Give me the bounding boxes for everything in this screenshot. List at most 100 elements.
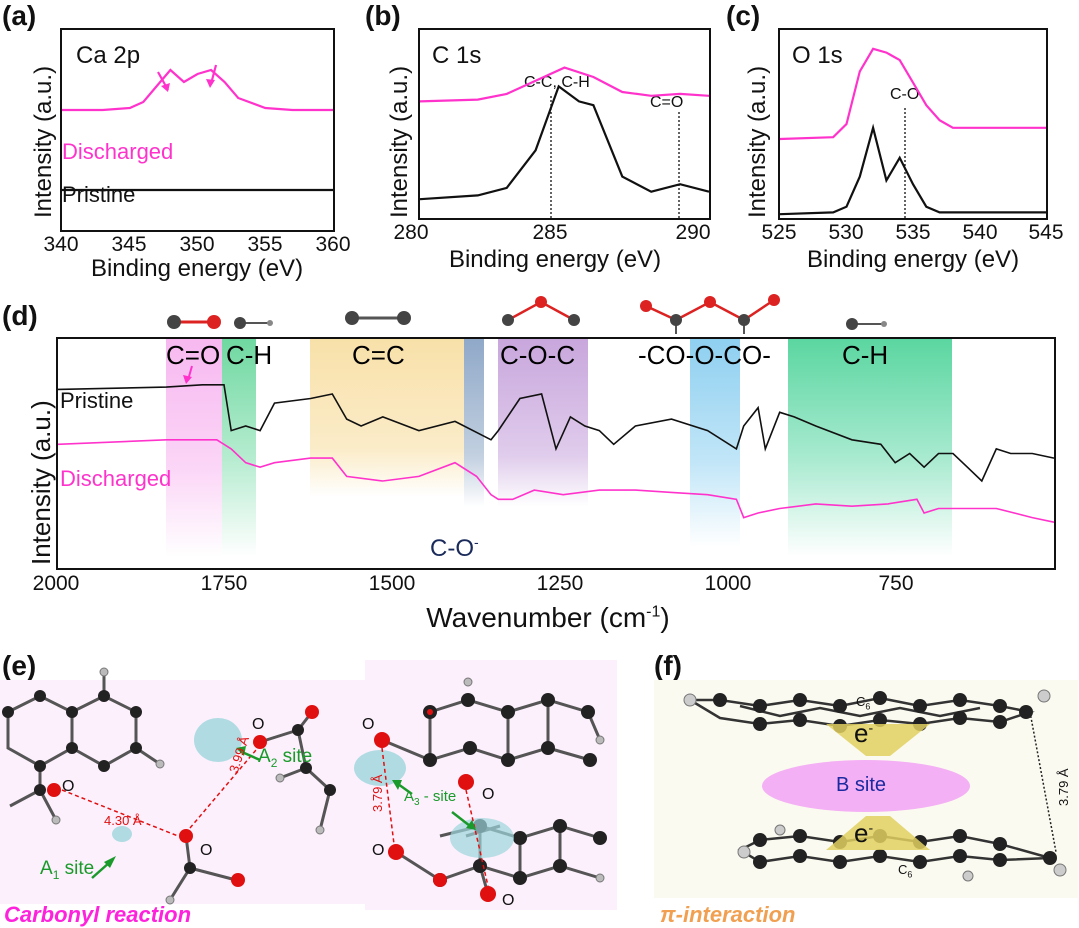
site-a2-label: A2 site (258, 746, 312, 770)
molecule-anhydride-icon (640, 294, 780, 334)
panel-a-xlabel: Binding energy (eV) (90, 255, 304, 282)
panel-a-element: Ca 2p (76, 42, 141, 69)
band-coc (498, 337, 588, 507)
co-minus-sup: - (474, 534, 479, 550)
panel-e-left-bg (0, 680, 365, 904)
panel-a-discharged-line (62, 68, 333, 112)
band-anhydride (690, 337, 740, 547)
co-minus-text: C-O (430, 535, 474, 562)
panel-b-frame (418, 28, 711, 220)
electron-text: e (854, 718, 869, 748)
panel-d-co-minus-label: C-O- (430, 534, 479, 563)
site-a1-suffix: site (59, 858, 95, 879)
panel-d-series-pristine: Pristine (60, 388, 134, 413)
site-a2-text: A (258, 746, 271, 767)
panel-d-series-discharged: Discharged (60, 466, 172, 491)
band-ch2 (788, 337, 952, 557)
panel-a-frame (60, 28, 335, 232)
panel-d-tick: 1750 (200, 572, 248, 595)
arrow-icon (183, 375, 192, 384)
site-a3-suffix: - site (419, 788, 457, 805)
band-label: C=C (352, 340, 405, 370)
site-a2-suffix: site (277, 746, 313, 767)
site-a1-label: A1 site (40, 858, 94, 882)
band-co (166, 337, 222, 557)
panel-b-label: (b) (365, 0, 401, 31)
panel-b-discharged-line (419, 66, 710, 103)
band-label: C=O (166, 340, 221, 370)
oxygen-label: O (502, 892, 515, 909)
oxygen-label: O (200, 842, 213, 859)
panel-e-label: (e) (2, 650, 37, 681)
oxygen-label: O (482, 786, 495, 803)
molecule-co-icon (167, 315, 221, 329)
panel-d-tick: 750 (878, 572, 914, 595)
panel-a-tick: 350 (179, 233, 215, 256)
electron-label: e- (854, 818, 874, 848)
site-a1-sub: 1 (52, 867, 60, 882)
panel-d-pristine-line (57, 384, 1055, 483)
panel-b-annotation: C=O (650, 94, 684, 111)
oxygen-label: O (252, 716, 265, 733)
band-label: C-O-C (500, 340, 576, 370)
panel-a-tick: 345 (111, 233, 147, 256)
panel-b-element: C 1s (432, 42, 482, 69)
site-a3-label: A3 - site (404, 788, 456, 808)
b-site-label: B site (836, 774, 887, 796)
panel-c-tick: 535 (895, 221, 931, 244)
xlabel-sup: -1 (646, 603, 661, 621)
panel-d-label: (d) (2, 300, 38, 331)
panel-c-discharged-line (779, 47, 1046, 141)
molecule-ch-icon (234, 317, 273, 329)
arrow-icon (206, 79, 215, 88)
oxygen-label: O (372, 842, 385, 859)
panel-c-tick: 540 (962, 221, 998, 244)
panel-a-label: (a) (2, 0, 37, 31)
xlabel-end: ) (660, 602, 670, 633)
panel-c-annotation: C-O (890, 86, 920, 103)
panel-a-tick: 360 (315, 233, 351, 256)
ring-text: C (856, 694, 866, 709)
panel-c-tick: 545 (1028, 221, 1064, 244)
panel-c-frame (778, 28, 1048, 220)
panel-b-xlabel: Binding energy (eV) (448, 246, 662, 273)
electron-label: e- (854, 718, 874, 748)
arrow-icon (161, 83, 170, 92)
ring-label: C6 (898, 862, 912, 880)
electron-text: e (854, 818, 869, 848)
panel-a-series-pristine: Pristine (62, 182, 136, 207)
panel-f-title: π-interaction (660, 902, 796, 927)
distance-label: 4.30 Å (104, 813, 142, 828)
panel-d-tick: 2000 (32, 572, 80, 595)
panel-c-tick: 525 (761, 221, 797, 244)
panel-c-xlabel: Binding energy (eV) (806, 246, 1020, 273)
band-label: C-H (226, 340, 273, 370)
panel-c-element: O 1s (792, 42, 843, 69)
panel-d-discharged-line (57, 439, 1055, 523)
panel-a-tick: 340 (43, 233, 79, 256)
panel-b-tick: 290 (675, 221, 711, 244)
site-a1-text: A (40, 858, 53, 879)
panel-b-tick: 280 (393, 221, 429, 244)
panel-c-tick: 530 (828, 221, 864, 244)
panel-d-frame (56, 337, 1056, 570)
panel-d-tick: 1500 (368, 572, 416, 595)
molecule-cc-icon (345, 311, 411, 325)
panel-b-pristine-line (419, 84, 710, 201)
panel-c-pristine-line (779, 123, 1046, 216)
band-co-minus (464, 337, 484, 507)
band-label: -CO-O-CO- (638, 340, 771, 370)
panel-d-xlabel: Wavenumber (cm-1) (426, 602, 669, 634)
band-cc (310, 337, 464, 497)
molecule-ch2-icon (846, 318, 887, 330)
ring-sub: 6 (907, 869, 913, 880)
band-label: C-H (842, 340, 889, 370)
panel-d-tick: 1250 (536, 572, 584, 595)
panel-b-tick: 285 (532, 221, 568, 244)
panel-d-tick: 1000 (704, 572, 752, 595)
